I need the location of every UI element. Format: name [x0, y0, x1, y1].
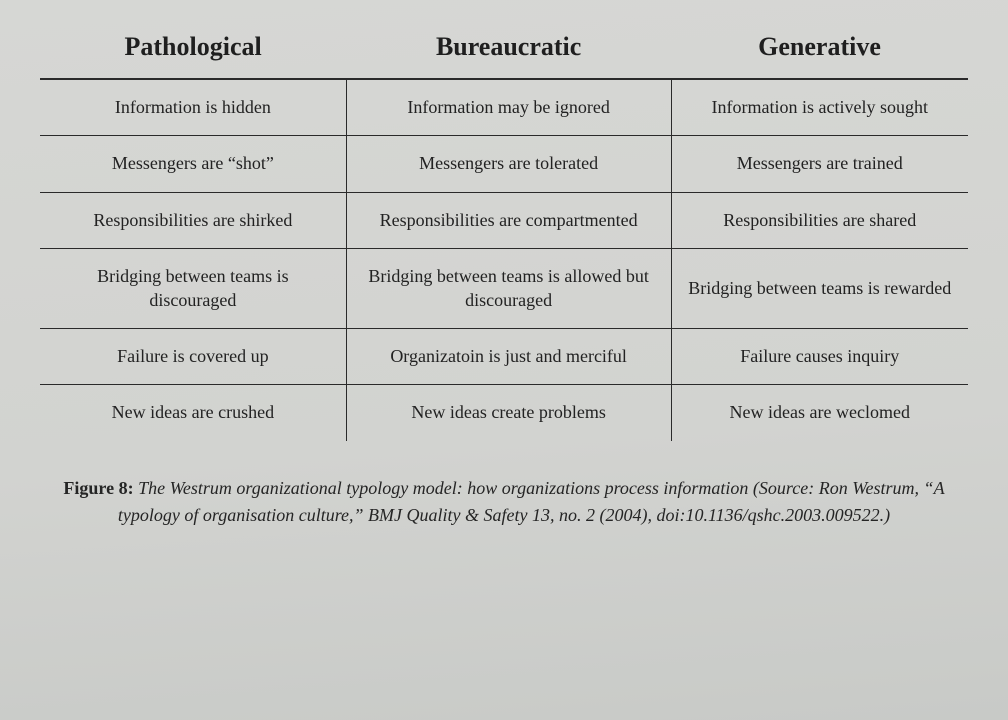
cell: Responsibilities are compartmented	[346, 192, 671, 248]
cell: Bridging between teams is discouraged	[40, 249, 346, 329]
table-row: Bridging between teams is discouraged Br…	[40, 249, 968, 329]
cell: Messengers are tolerated	[346, 136, 671, 192]
cell: New ideas are weclomed	[671, 385, 968, 441]
cell: Bridging between teams is allowed but di…	[346, 249, 671, 329]
table-row: Information is hidden Information may be…	[40, 79, 968, 136]
figure-caption-text: The Westrum organizational typology mode…	[118, 478, 945, 525]
figure-label: Figure 8:	[63, 478, 133, 498]
figure-caption: Figure 8: The Westrum organizational typ…	[40, 475, 968, 529]
col-header-bureaucratic: Bureaucratic	[346, 18, 671, 79]
col-header-pathological: Pathological	[40, 18, 346, 79]
cell: New ideas are crushed	[40, 385, 346, 441]
cell: Bridging between teams is rewarded	[671, 249, 968, 329]
cell: Information is hidden	[40, 79, 346, 136]
typology-table: Pathological Bureaucratic Generative Inf…	[40, 18, 968, 441]
table-row: Failure is covered up Organizatoin is ju…	[40, 328, 968, 384]
cell: Responsibilities are shared	[671, 192, 968, 248]
table-row: Messengers are “shot” Messengers are tol…	[40, 136, 968, 192]
page: Pathological Bureaucratic Generative Inf…	[0, 0, 1008, 720]
table-row: Responsibilities are shirked Responsibil…	[40, 192, 968, 248]
cell: Information may be ignored	[346, 79, 671, 136]
cell: Organizatoin is just and merciful	[346, 328, 671, 384]
table-header-row: Pathological Bureaucratic Generative	[40, 18, 968, 79]
cell: New ideas create problems	[346, 385, 671, 441]
cell: Information is actively sought	[671, 79, 968, 136]
table-row: New ideas are crushed New ideas create p…	[40, 385, 968, 441]
cell: Messengers are “shot”	[40, 136, 346, 192]
cell: Failure causes inquiry	[671, 328, 968, 384]
cell: Messengers are trained	[671, 136, 968, 192]
cell: Responsibilities are shirked	[40, 192, 346, 248]
cell: Failure is covered up	[40, 328, 346, 384]
col-header-generative: Generative	[671, 18, 968, 79]
